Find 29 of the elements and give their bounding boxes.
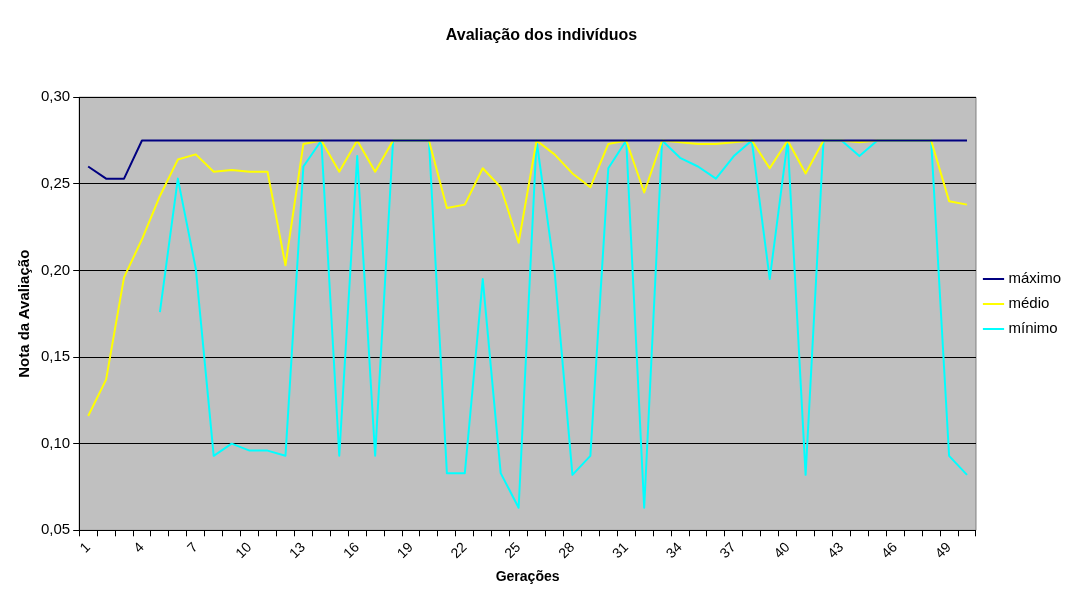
y-axis-title: Nota da Avaliação: [15, 249, 33, 378]
x-tick-label: 22: [447, 538, 470, 562]
x-axis-title: Gerações: [495, 568, 560, 585]
y-tick-label: 0,05: [40, 520, 71, 538]
x-tick-label: 28: [554, 538, 578, 562]
y-tick-label: 0,30: [40, 87, 71, 105]
legend-label: máximo: [1008, 269, 1062, 287]
x-tick-label: 16: [339, 538, 363, 562]
legend-label: mínimo: [1008, 319, 1058, 337]
y-tick-label: 0,20: [40, 260, 71, 278]
x-tick-label: 37: [716, 538, 739, 562]
x-tick-label: 49: [931, 538, 955, 562]
x-tick-label: 34: [662, 538, 686, 562]
y-tick-label: 0,25: [40, 173, 71, 191]
y-tick-label: 0,10: [40, 433, 71, 451]
chart-title: Avaliação dos indivíduos: [445, 26, 638, 44]
x-tick-label: 25: [501, 538, 524, 562]
x-tick-label: 13: [285, 538, 309, 562]
x-tick-label: 10: [232, 538, 255, 562]
y-tick-label: 0,15: [40, 347, 71, 365]
x-tick-label: 43: [823, 538, 847, 562]
x-tick-label: 31: [608, 538, 632, 562]
legend-label: médio: [1008, 294, 1050, 312]
x-tick-label: 1: [76, 538, 94, 556]
x-tick-label: 7: [183, 538, 201, 556]
x-tick-label: 19: [393, 538, 417, 562]
x-tick-label: 40: [770, 538, 793, 562]
x-tick-label: 46: [877, 538, 901, 562]
x-tick-label: 4: [129, 538, 147, 556]
